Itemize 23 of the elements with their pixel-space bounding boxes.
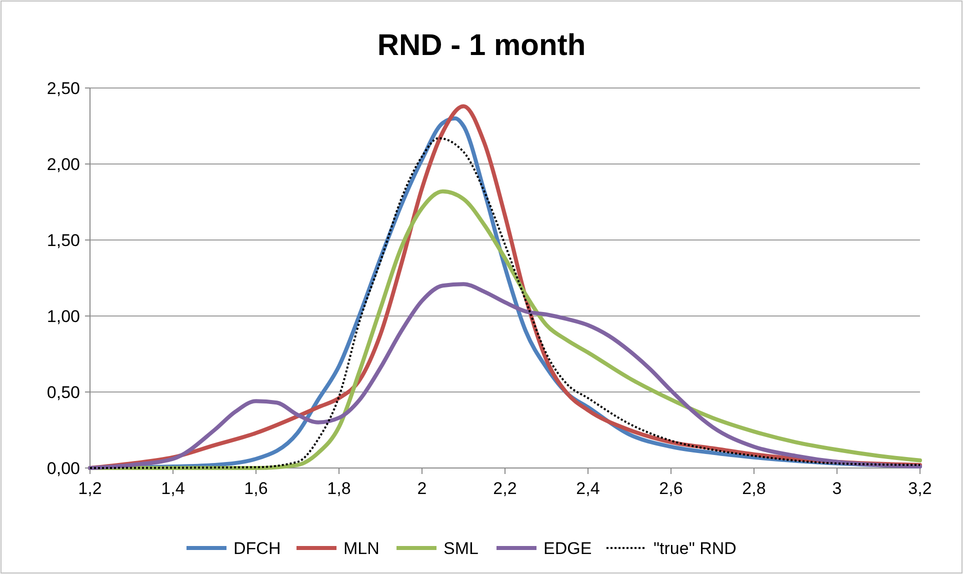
legend-label: DFCH xyxy=(234,539,281,558)
x-tick-label: 3 xyxy=(832,479,842,498)
y-tick-label: 2,00 xyxy=(46,155,80,174)
legend-label: "true" RND xyxy=(654,539,736,558)
legend-label: SML xyxy=(444,539,478,558)
legend-label: EDGE xyxy=(544,539,592,558)
y-tick-label: 1,00 xyxy=(46,307,80,326)
x-tick-label: 2,6 xyxy=(659,479,683,498)
y-tick-label: 1,50 xyxy=(46,231,80,250)
x-tick-label: 1,8 xyxy=(327,479,351,498)
y-tick-label: 0,00 xyxy=(46,459,80,478)
x-tick-label: 1,2 xyxy=(78,479,102,498)
x-tick-label: 2,2 xyxy=(493,479,517,498)
chart-title: RND - 1 month xyxy=(377,29,586,62)
legend-label: MLN xyxy=(344,539,380,558)
y-tick-label: 0,50 xyxy=(46,383,80,402)
x-tick-label: 2,8 xyxy=(742,479,766,498)
x-tick-label: 1,4 xyxy=(161,479,185,498)
x-tick-label: 1,6 xyxy=(244,479,268,498)
x-tick-label: 2,4 xyxy=(576,479,600,498)
y-tick-label: 2,50 xyxy=(46,79,80,98)
x-tick-label: 2 xyxy=(417,479,427,498)
x-tick-label: 3,2 xyxy=(908,479,932,498)
